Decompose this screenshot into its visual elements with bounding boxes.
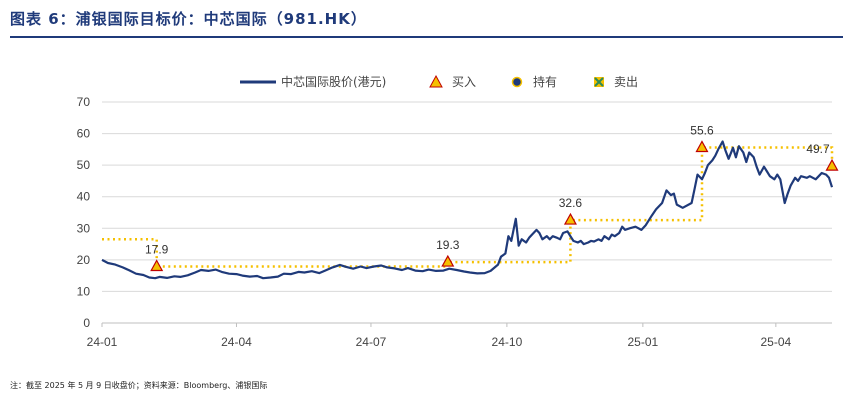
legend-buy-marker xyxy=(429,74,443,88)
y-tick-label: 30 xyxy=(77,221,91,235)
y-tick-label: 40 xyxy=(77,190,91,204)
x-tick-label: 24-07 xyxy=(356,335,387,349)
target-price-label: 49.7 xyxy=(806,142,830,156)
x-tick-label: 24-10 xyxy=(492,335,523,349)
legend-sell-label: 卖出 xyxy=(614,75,638,89)
y-tick-label: 60 xyxy=(77,127,91,141)
y-axis: 0 10 20 30 40 50 60 70 xyxy=(77,95,91,330)
x-axis: 24-01 24-04 24-07 24-10 25-01 25-04 xyxy=(87,323,792,349)
grid xyxy=(102,101,832,324)
legend-price-label: 中芯国际股价(港元) xyxy=(281,74,386,89)
y-tick-label: 10 xyxy=(77,284,91,298)
y-tick-label: 50 xyxy=(77,158,91,172)
legend-buy-label: 买入 xyxy=(452,75,476,89)
legend-hold-marker xyxy=(511,76,523,88)
buy-marker xyxy=(825,158,839,171)
target-price-label: 32.6 xyxy=(559,196,583,210)
rating-markers: 17.9 19.3 32.6 55.6 49.7 xyxy=(145,123,839,272)
y-tick-label: 20 xyxy=(77,253,91,267)
target-price-label: 55.6 xyxy=(690,123,714,137)
y-tick-label: 0 xyxy=(83,316,90,330)
price-series-line xyxy=(101,140,834,280)
x-tick-label: 24-04 xyxy=(221,335,252,349)
target-price-label: 17.9 xyxy=(145,242,169,256)
title-divider xyxy=(10,36,843,38)
target-price-label: 19.3 xyxy=(436,238,460,252)
target-price-line xyxy=(102,146,834,268)
x-tick-label: 25-01 xyxy=(627,335,658,349)
buy-marker xyxy=(563,212,577,225)
legend-hold-label: 持有 xyxy=(533,74,557,89)
legend-sell-marker xyxy=(594,77,604,87)
buy-marker xyxy=(441,254,455,267)
figure-source-note: 注：截至 2025 年 5 月 9 日收盘价；资料来源：Bloomberg、浦银… xyxy=(10,381,268,390)
buy-marker xyxy=(150,259,164,272)
figure-title: 图表 6：浦银国际目标价：中芯国际（981.HK） xyxy=(10,10,367,28)
x-tick-label: 25-04 xyxy=(760,335,791,349)
legend: 中芯国际股价(港元) 买入 持有 卖出 xyxy=(240,74,638,89)
buy-marker xyxy=(695,140,709,153)
x-tick-label: 24-01 xyxy=(87,335,118,349)
y-tick-label: 70 xyxy=(77,95,91,109)
